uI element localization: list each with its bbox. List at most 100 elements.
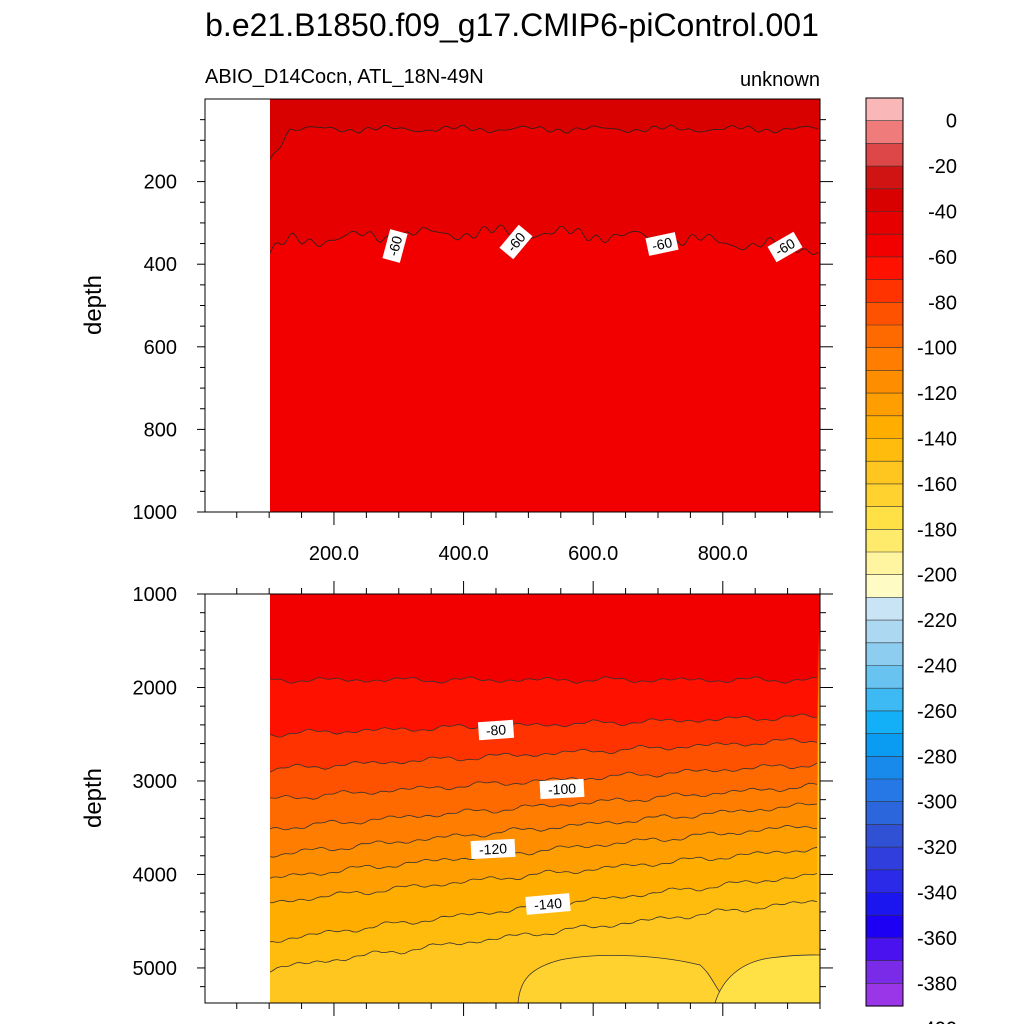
colorbar-label: -400 [917, 1019, 957, 1024]
colorbar-swatch [866, 415, 903, 440]
colorbar-swatch [866, 302, 903, 326]
colorbar-swatch [866, 506, 903, 530]
upper-ylabel: depth [80, 275, 107, 335]
lower-contour-line [270, 900, 818, 973]
colorbar-swatch [866, 393, 903, 417]
lower-ytick-label: 3000 [133, 771, 178, 793]
colorbar-label: -220 [917, 610, 957, 632]
colorbar-frame [865, 97, 904, 1007]
colorbar-swatch [866, 188, 903, 213]
lower-contour-label-text: -120 [479, 840, 508, 857]
colorbar-swatch [866, 665, 903, 689]
colorbar-swatch [866, 847, 903, 871]
colorbar-swatch [866, 483, 903, 508]
lower-fill-pocket [517, 955, 729, 1003]
colorbar-label: -200 [917, 565, 957, 587]
colorbar-label: -60 [928, 247, 957, 269]
colorbar-swatch [866, 574, 903, 598]
colorbar-swatch [866, 279, 903, 303]
lower-ytick-label: 5000 [133, 958, 178, 980]
lower-contour-label-text: -140 [533, 895, 563, 913]
lower-fill-pocket [714, 954, 820, 1003]
colorbar-swatch [866, 892, 903, 916]
colorbar: 0 -20 -40 -60 -80 -100 -120 -140 -160 -180 -200 -22… [865, 97, 957, 1024]
lower-contour-label: -100 [539, 778, 585, 800]
colorbar-label: -380 [917, 973, 957, 995]
lower-panel-fill [270, 594, 820, 1003]
colorbar-label: -80 [928, 292, 957, 314]
colorbar-label: -140 [917, 429, 957, 451]
lower-contour-label-text: -100 [548, 780, 577, 797]
colorbar-swatch [866, 869, 903, 894]
lower-contour-line [270, 676, 818, 684]
colorbar-label: -320 [917, 837, 957, 859]
colorbar-swatch [866, 370, 903, 394]
lower-contour-line [270, 738, 818, 773]
upper-ytick-label: 1000 [133, 502, 178, 524]
colorbar-label: -280 [917, 746, 957, 768]
lower-contour-line [270, 825, 817, 879]
upper-contour-label-text: -60 [650, 234, 673, 254]
colorbar-swatch [866, 234, 903, 258]
colorbar-swatch [866, 438, 903, 462]
colorbar-swatch [866, 710, 903, 735]
lower-panel-frame [204, 593, 821, 1004]
lower-ytick-label: 2000 [133, 677, 178, 699]
upper-fill-band-50 [270, 99, 820, 255]
lower-ylabel: depth [80, 768, 107, 828]
chart-subtitle-left: ABIO_D14Cocn, ATL_18N-49N [205, 66, 484, 88]
colorbar-swatch [866, 325, 903, 349]
lower-contour-line [270, 802, 818, 858]
colorbar-swatch [866, 937, 903, 962]
upper-panel-fill [270, 99, 820, 512]
upper-contour-label: -60 [645, 232, 679, 256]
lower-ytick-label: 1000 [133, 584, 178, 606]
colorbar-swatch [866, 347, 903, 371]
colorbar-label: -340 [917, 883, 957, 905]
colorbar-label: -20 [928, 156, 957, 178]
upper-xtick-label: 400.0 [439, 543, 489, 565]
lower-contour-line [270, 846, 818, 904]
colorbar-swatch [866, 733, 903, 757]
lower-contour-line [270, 762, 818, 800]
colorbar-swatch [866, 915, 903, 939]
lower-contour-label-text: -80 [485, 721, 507, 738]
lower-contour-line [270, 713, 818, 738]
colorbar-label: -160 [917, 474, 957, 496]
upper-ytick-label: 200 [144, 172, 177, 194]
upper-contour-line [270, 224, 819, 255]
colorbar-swatch [866, 620, 903, 644]
colorbar-label: -360 [917, 928, 957, 950]
colorbar-label: -240 [917, 656, 957, 678]
colorbar-swatch [866, 552, 903, 576]
chart-subtitle-right: unknown [740, 69, 820, 91]
colorbar-swatch [866, 461, 903, 485]
upper-ytick-label: 400 [144, 254, 177, 276]
upper-ytick-label: 800 [144, 419, 177, 441]
colorbar-swatch [866, 688, 903, 712]
colorbar-label: -260 [917, 701, 957, 723]
upper-contour-label: -60 [382, 229, 408, 263]
colorbar-label: -40 [928, 202, 957, 224]
colorbar-swatch [866, 642, 903, 667]
colorbar-swatch [866, 256, 903, 281]
colorbar-swatch [866, 98, 903, 122]
colorbar-label: -300 [917, 792, 957, 814]
colorbar-swatch [866, 756, 903, 780]
colorbar-swatch [866, 211, 903, 235]
lower-panel-ticks: 1000 2000 3000 4000 5000 [133, 581, 833, 1016]
upper-xtick-label: 200.0 [309, 543, 359, 565]
colorbar-swatch [866, 983, 903, 1007]
colorbar-label: -120 [917, 383, 957, 405]
colorbar-label: -100 [917, 338, 957, 360]
colorbar-swatch [866, 529, 903, 553]
colorbar-swatch [866, 801, 903, 825]
lower-contour-line [270, 782, 818, 831]
upper-xtick-label: 600.0 [568, 543, 618, 565]
colorbar-label: -180 [917, 519, 957, 541]
lower-contour-labels: -80 -100 -120 -140 [470, 719, 585, 915]
colorbar-swatch [866, 166, 903, 190]
upper-contour-label-text: -60 [385, 234, 406, 258]
colorbar-swatch [866, 143, 903, 167]
